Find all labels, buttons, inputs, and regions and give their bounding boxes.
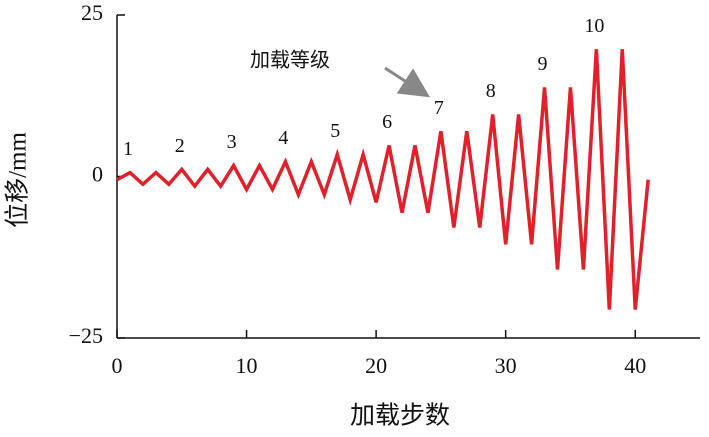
x-tick-label: 40 <box>624 353 646 378</box>
level-label: 1 <box>123 138 133 160</box>
level-label: 9 <box>538 53 548 75</box>
level-label: 4 <box>278 127 288 149</box>
level-label: 2 <box>175 135 185 157</box>
x-axis-label: 加载步数 <box>350 402 450 430</box>
y-tick-label: 0 <box>92 162 103 187</box>
y-axis-label: 位移/mm <box>4 132 32 228</box>
data-line <box>116 49 650 310</box>
y-tick-label: −25 <box>69 323 103 348</box>
level-label: 10 <box>584 15 604 37</box>
annotation-arrow <box>384 66 431 98</box>
y-tick-label: 25 <box>81 0 103 25</box>
x-tick-label: 30 <box>495 353 517 378</box>
level-label: 8 <box>486 80 496 102</box>
level-label: 6 <box>382 111 392 133</box>
x-tick-label: 0 <box>112 353 123 378</box>
level-label: 5 <box>330 120 340 142</box>
x-tick-label: 20 <box>365 353 387 378</box>
level-label: 3 <box>227 131 237 153</box>
annotation: 加载等级 <box>250 49 330 72</box>
x-tick-label: 10 <box>236 353 258 378</box>
level-label: 7 <box>434 97 444 119</box>
